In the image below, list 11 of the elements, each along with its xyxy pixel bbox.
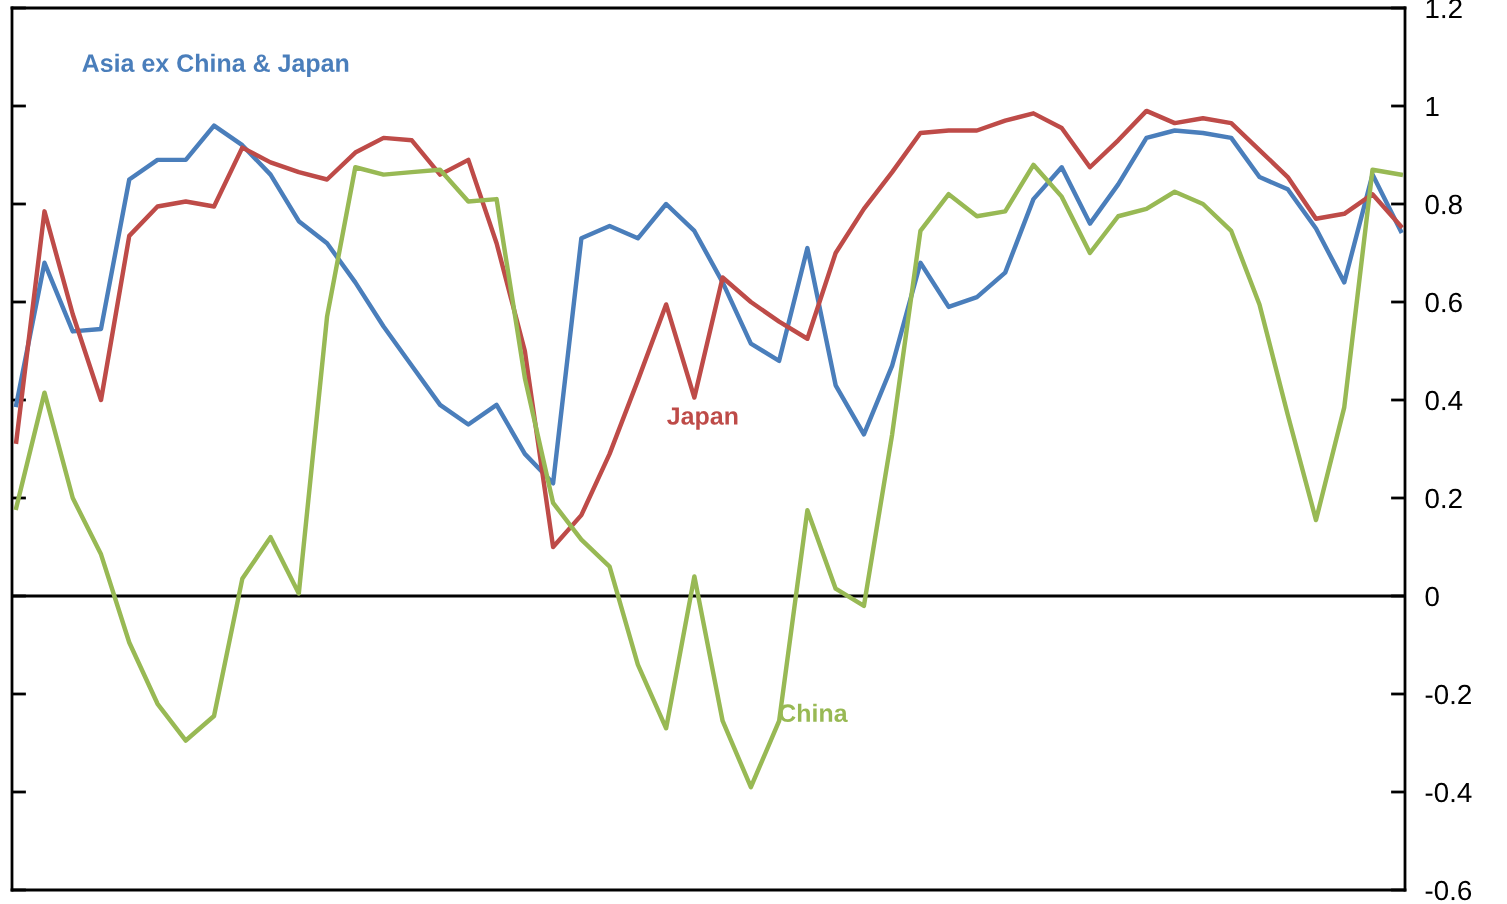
y-tick-label: -0.4 bbox=[1425, 782, 1472, 803]
y-tick-label: 0.8 bbox=[1425, 194, 1462, 215]
series-label: Japan bbox=[667, 407, 738, 430]
y-tick-label: -0.2 bbox=[1425, 684, 1471, 705]
text: Asia ex China & Japan bbox=[82, 53, 349, 77]
y-tick-label: -0.6 bbox=[1425, 880, 1472, 901]
y-tick-label: 1 bbox=[1426, 96, 1439, 117]
y-tick-label: 0.2 bbox=[1425, 488, 1462, 509]
y-tick-label: 0 bbox=[1425, 586, 1439, 607]
y-tick-label: 0.4 bbox=[1425, 390, 1463, 411]
y-tick-label: 0.6 bbox=[1425, 292, 1462, 313]
